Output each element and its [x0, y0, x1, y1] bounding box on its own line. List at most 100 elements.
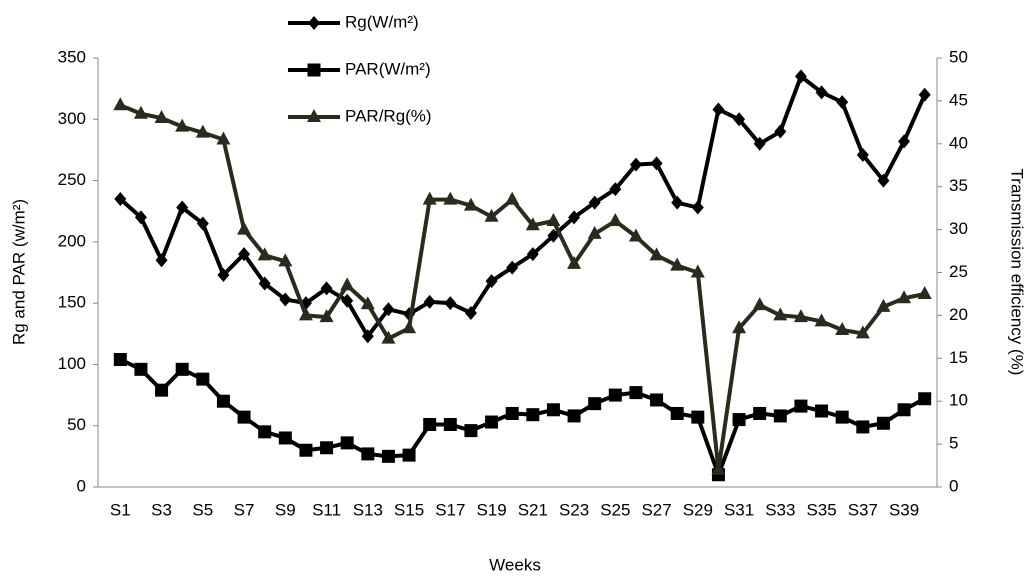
data-point — [443, 417, 457, 431]
series-line — [119, 103, 926, 472]
data-point — [485, 415, 499, 429]
y-tick-label: 150 — [58, 293, 86, 312]
data-point — [258, 276, 271, 291]
y2-tick-label: 10 — [949, 391, 968, 410]
data-point — [155, 253, 168, 268]
data-point — [196, 216, 209, 231]
data-point — [526, 247, 539, 262]
data-point — [649, 247, 664, 261]
data-point — [609, 182, 622, 197]
data-point — [443, 191, 458, 205]
x-tick-label: S33 — [765, 500, 795, 519]
data-point — [588, 397, 602, 411]
data-point — [711, 461, 726, 475]
data-point — [299, 443, 313, 457]
data-point — [568, 210, 581, 225]
x-tick-label: S37 — [848, 500, 878, 519]
data-point — [340, 277, 355, 291]
data-point — [505, 406, 519, 420]
data-point — [629, 157, 642, 172]
data-point — [319, 309, 334, 323]
data-point — [835, 321, 850, 335]
data-point — [320, 441, 334, 455]
data-point — [671, 195, 684, 210]
data-point — [856, 147, 869, 162]
data-point — [320, 281, 333, 296]
data-point — [608, 388, 622, 402]
data-point — [175, 362, 189, 376]
data-point — [629, 386, 643, 400]
data-point — [402, 320, 417, 334]
data-point — [691, 410, 705, 424]
y-tick-label: 50 — [67, 415, 86, 434]
data-point — [113, 97, 128, 111]
x-tick-label: S29 — [683, 500, 713, 519]
y2-tick-label: 35 — [949, 176, 968, 195]
data-point — [195, 124, 210, 138]
data-point — [340, 436, 354, 450]
x-tick-label: S5 — [192, 500, 213, 519]
data-point — [134, 210, 147, 225]
data-point — [307, 109, 321, 122]
x-tick-label: S17 — [435, 500, 465, 519]
data-point — [546, 213, 561, 227]
x-axis-label: Weeks — [489, 555, 541, 574]
x-tick-label: S21 — [518, 500, 548, 519]
data-point — [506, 260, 519, 275]
data-point — [815, 85, 828, 100]
y-tick-label: 250 — [58, 170, 86, 189]
data-point — [361, 329, 374, 344]
data-point — [360, 296, 375, 310]
data-point — [237, 221, 252, 235]
data-point — [794, 399, 808, 413]
data-point — [423, 417, 437, 431]
x-tick-label: S23 — [559, 500, 589, 519]
data-point — [815, 404, 829, 418]
data-point — [308, 16, 320, 30]
y-tick-label: 0 — [77, 476, 86, 495]
data-point — [712, 102, 725, 117]
y2-tick-label: 5 — [949, 434, 958, 453]
data-point — [423, 294, 436, 309]
data-point — [217, 267, 230, 282]
data-point — [216, 131, 231, 145]
data-point — [567, 409, 581, 423]
data-point — [774, 124, 787, 139]
data-point — [154, 110, 169, 124]
data-point — [918, 87, 931, 102]
data-point — [732, 413, 746, 427]
data-point — [341, 293, 354, 308]
data-point — [814, 313, 829, 327]
data-point — [773, 409, 787, 423]
data-point — [856, 420, 870, 434]
data-point — [836, 95, 849, 110]
data-point — [897, 290, 912, 304]
data-point — [278, 431, 292, 445]
y2-tick-label: 40 — [949, 133, 968, 152]
legend-label: PAR(W/m²) — [345, 59, 431, 78]
y2-tick-label: 50 — [949, 47, 968, 66]
data-point — [444, 296, 457, 311]
data-point — [155, 383, 169, 397]
x-tick-label: S13 — [353, 500, 383, 519]
data-point — [917, 285, 932, 299]
x-tick-label: S27 — [641, 500, 671, 519]
data-point — [463, 197, 478, 211]
y2-tick-label: 15 — [949, 348, 968, 367]
x-tick-label: S19 — [476, 500, 506, 519]
data-point — [114, 191, 127, 206]
y2-tick-label: 25 — [949, 262, 968, 281]
data-point — [670, 257, 685, 271]
y-axis-label: Rg and PAR (w/m²) — [9, 199, 28, 345]
data-point — [361, 447, 375, 461]
data-point — [526, 408, 540, 422]
data-point — [876, 298, 891, 312]
data-point — [196, 372, 210, 386]
x-tick-label: S9 — [275, 500, 296, 519]
data-point — [877, 173, 890, 188]
data-point — [628, 228, 643, 242]
data-point — [307, 63, 321, 77]
y-tick-label: 300 — [58, 109, 86, 128]
series-line — [118, 74, 927, 339]
